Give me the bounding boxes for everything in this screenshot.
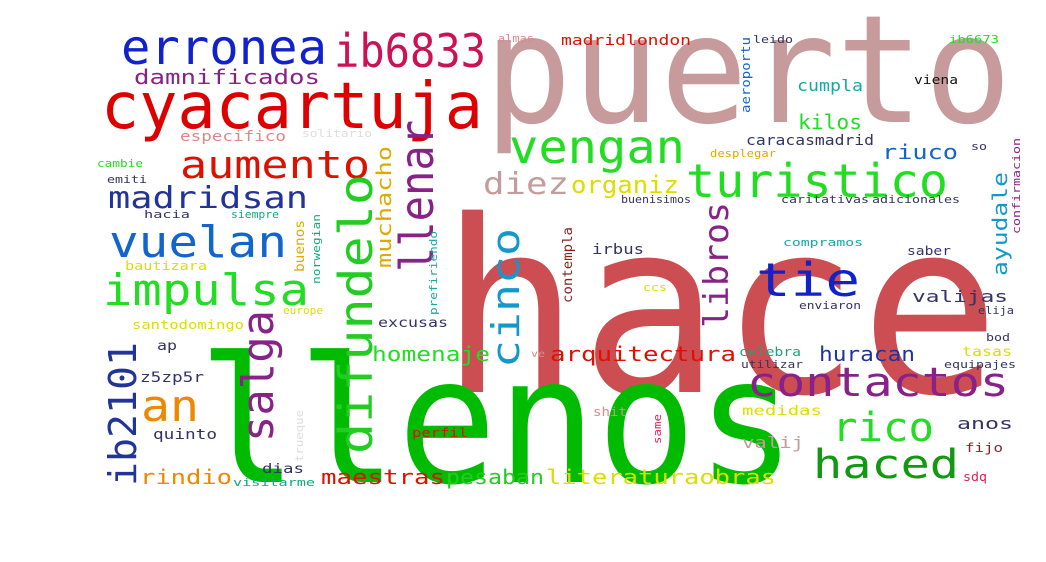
- word-shit: shit: [593, 405, 627, 419]
- word-saber: saber: [907, 244, 951, 258]
- word-damnificados: damnificados: [134, 65, 320, 89]
- word-madridlondon: madridlondon: [561, 33, 691, 49]
- word-cambie: cambie: [97, 157, 143, 170]
- word-cumpla: cumpla: [797, 76, 863, 95]
- word-tie: tie: [756, 253, 860, 307]
- word-desplegar: desplegar: [710, 147, 776, 160]
- word-llenar: llenar: [390, 120, 444, 272]
- word-hacia: hacia: [144, 208, 190, 221]
- word-literaturaobras: literaturaobras: [546, 465, 776, 489]
- word-ib6673: ib6673: [949, 33, 999, 46]
- word-europe: europe: [283, 304, 323, 317]
- word-ib2101: ib2101: [101, 342, 145, 486]
- word-sdq: sdq: [963, 470, 987, 484]
- word-riuco: riuco: [882, 140, 958, 164]
- word-especifico: especifico: [180, 129, 286, 145]
- word-equipajes: equipajes: [944, 358, 1016, 371]
- word-madridsan: madridsan: [108, 181, 308, 216]
- word-prefiriendo: prefiriendo: [427, 231, 440, 315]
- word-organiz: organiz: [571, 171, 679, 199]
- word-so: so: [971, 140, 987, 153]
- word-norwegian: norwegian: [310, 214, 323, 284]
- word-valij: valij: [742, 433, 804, 452]
- word-celebra: celebra: [739, 345, 801, 359]
- word-emiti: emiti: [107, 173, 147, 186]
- word-excusas: excusas: [378, 316, 448, 331]
- word-contactos: contactos: [747, 360, 1009, 406]
- word-buenisimos: buenisimos: [621, 193, 691, 206]
- word-puerto: puerto: [484, 0, 1012, 158]
- word-elija: elija: [978, 304, 1014, 317]
- word-visitarme: visitarme: [233, 476, 315, 489]
- word-ap: ap: [157, 339, 177, 354]
- word-rindio: rindio: [140, 465, 232, 489]
- word-dias: dias: [262, 462, 304, 477]
- word-bod: bod: [986, 331, 1010, 344]
- word-ayudale: ayudale: [988, 172, 1012, 276]
- word-z5zp5r: z5zp5r: [140, 370, 204, 386]
- word-medidas: medidas: [742, 404, 822, 419]
- word-homenaje: homenaje: [372, 342, 490, 366]
- word-quinto: quinto: [153, 427, 217, 443]
- word-salga: salga: [233, 310, 284, 442]
- word-almas: almas: [498, 32, 534, 45]
- word-utilizar: utilizar: [741, 358, 803, 371]
- word-cinco: cinco: [484, 228, 528, 368]
- word-impulsa: impulsa: [103, 265, 309, 316]
- word-siempre: siempre: [231, 208, 279, 221]
- word-ve: ve: [531, 349, 545, 360]
- word-bautizara: bautizara: [125, 259, 207, 273]
- word-trueque: trueque: [293, 410, 306, 462]
- word-kilos: kilos: [798, 110, 862, 134]
- word-huracan: huracan: [819, 342, 915, 366]
- word-santodomingo: santodomingo: [132, 318, 244, 332]
- word-valijas: valijas: [912, 287, 1008, 306]
- word-diez: diez: [483, 167, 569, 202]
- word-viena: viena: [914, 73, 958, 87]
- word-rico: rico: [832, 405, 934, 451]
- word-solitario: solitario: [302, 127, 372, 140]
- word-an: an: [141, 381, 199, 432]
- word-same: same: [651, 414, 664, 444]
- word-contempla: contempla: [561, 227, 576, 303]
- word-aumento: aumento: [180, 143, 370, 187]
- word-ccs: ccs: [643, 281, 667, 294]
- word-arquitectura: arquitectura: [550, 342, 736, 366]
- word-hace: hace: [440, 169, 1000, 449]
- word-caracasmadrid: caracasmadrid: [746, 133, 874, 149]
- word-turistico: turistico: [686, 154, 948, 208]
- word-aeroportu: aeroportu: [739, 37, 753, 113]
- word-vengan: vengan: [509, 120, 685, 174]
- word-tasas: tasas: [962, 345, 1012, 360]
- word-maestras: maestras: [321, 465, 445, 489]
- word-pesaban: pesaban: [446, 465, 544, 489]
- word-fijo: fijo: [965, 441, 1003, 455]
- word-ib6833: ib6833: [334, 24, 486, 78]
- word-haced: haced: [813, 442, 959, 488]
- word-enviaron: enviaron: [799, 299, 861, 312]
- word-confirmacion: confirmacion: [1010, 138, 1023, 234]
- word-perfil: perfil: [412, 426, 468, 440]
- word-anos: anos: [957, 414, 1013, 433]
- word-muchacho: muchacho: [372, 146, 396, 268]
- word-difundelo: difundelo: [329, 174, 383, 454]
- word-vuelan: vuelan: [109, 217, 287, 268]
- word-caritativas: caritativas: [781, 193, 869, 206]
- word-cyacartuja: cyacartuja: [101, 70, 483, 144]
- word-buenos: buenos: [293, 220, 308, 272]
- word-compramos: compramos: [783, 236, 863, 249]
- word-erronea: erronea: [121, 20, 327, 76]
- word-adicionales: adicionales: [872, 193, 960, 206]
- word-irbus: irbus: [592, 242, 644, 258]
- word-libros: libros: [697, 202, 737, 328]
- word-leido: leido: [753, 33, 793, 46]
- word-llenos: llenos: [198, 321, 796, 524]
